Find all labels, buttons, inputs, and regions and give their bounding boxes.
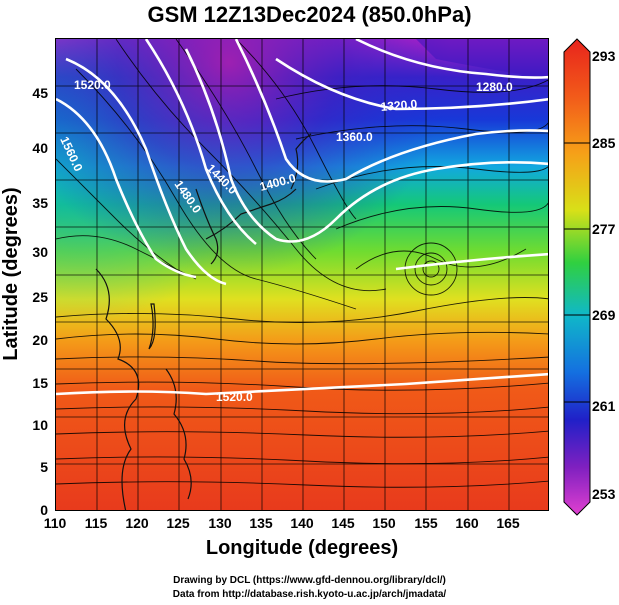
x-tick-label: 165 [496, 515, 520, 531]
x-tick-label: 145 [331, 515, 355, 531]
x-tick-label: 135 [249, 515, 273, 531]
y-axis-label: Latitude (degrees) [0, 187, 22, 361]
y-tick-label: 30 [32, 244, 48, 260]
credit-drawing: Drawing by DCL (https://www.gfd-dennou.o… [173, 575, 446, 586]
x-axis-label: Longitude (degrees) [205, 537, 399, 559]
grid-lines [56, 39, 548, 510]
coastlines [95, 133, 312, 510]
y-tick-label: 20 [32, 332, 48, 348]
y-tick-label: 10 [32, 417, 48, 433]
contour-label: 1360.0 [336, 130, 373, 144]
y-tick-label: 0 [40, 502, 48, 518]
x-tick-label: 110 [43, 515, 67, 531]
colorbar-tick-label: 285 [592, 135, 616, 151]
colorbar-tick-label: 253 [592, 486, 616, 502]
x-tick-label: 150 [372, 515, 396, 531]
map-plot-area[interactable]: 1520.0 1560.0 1440.0 1480.0 1400.0 1360.… [55, 38, 549, 511]
height-contours [56, 39, 548, 396]
contour-label: 1520.0 [74, 78, 111, 92]
y-tick-label: 5 [40, 459, 48, 475]
x-tick-label: 140 [290, 515, 314, 531]
x-tick-label: 115 [84, 515, 108, 531]
x-tick-label: 155 [414, 515, 438, 531]
temperature-map-svg: 1520.0 1560.0 1440.0 1480.0 1400.0 1360.… [56, 39, 548, 510]
x-tick-label: 160 [455, 515, 479, 531]
colorbar-tick-label: 293 [592, 48, 616, 64]
credit-data-source: Data from http://database.rish.kyoto-u.a… [172, 589, 447, 600]
y-tick-label: 40 [32, 140, 48, 156]
colorbar-tick-label: 261 [592, 398, 616, 414]
contour-label: 1520.0 [216, 390, 253, 404]
y-tick-label: 45 [32, 85, 48, 101]
colorbar-tick-label: 269 [592, 307, 616, 323]
colorbar [563, 38, 591, 516]
chart-title: GSM 12Z13Dec2024 (850.0hPa) [147, 2, 472, 27]
contour-label: 1320.0 [380, 97, 418, 114]
y-tick-label: 35 [32, 195, 48, 211]
x-tick-label: 130 [208, 515, 232, 531]
colorbar-tick-label: 277 [592, 221, 616, 237]
contour-label: 1280.0 [476, 80, 513, 94]
x-tick-label: 125 [166, 515, 190, 531]
x-tick-label: 120 [125, 515, 149, 531]
y-tick-label: 15 [32, 375, 48, 391]
y-tick-label: 25 [32, 289, 48, 305]
